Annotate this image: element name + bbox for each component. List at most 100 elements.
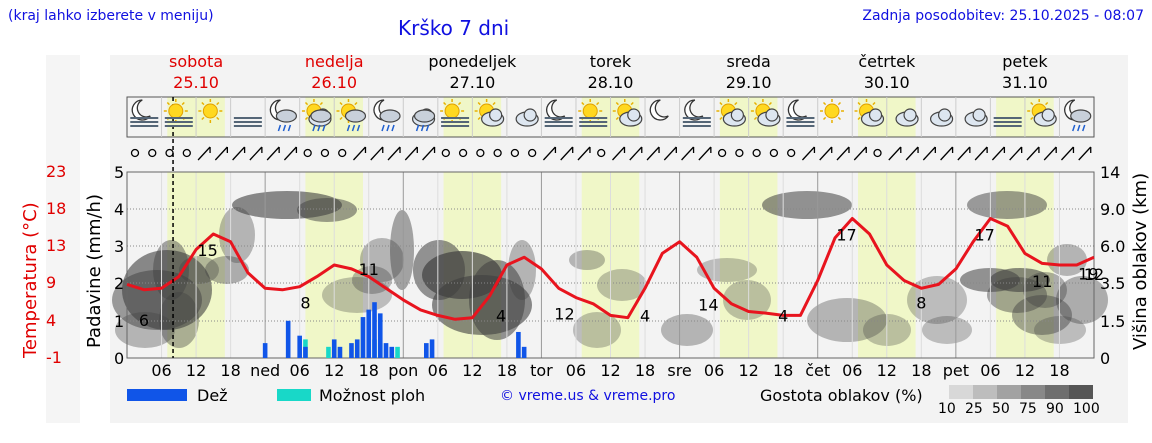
x-tick-label: 18: [911, 361, 931, 380]
temperature-value-label: 8: [916, 293, 926, 312]
cloud-tick-label: 0: [1100, 349, 1110, 368]
wind-barb-icon: [404, 146, 418, 161]
x-tick-label: 06: [151, 361, 171, 380]
wind-calm-icon: [493, 148, 502, 158]
wind-barb-icon: [1043, 146, 1057, 161]
rain-legend-label: Dež: [197, 386, 228, 405]
temperature-value-label: 4: [640, 306, 650, 325]
wind-calm-icon: [148, 148, 157, 158]
shower-bar: [326, 346, 331, 358]
shower-bar: [395, 346, 400, 358]
cloud-density-label: Gostota oblakov (%): [760, 386, 923, 405]
wind-barb-icon: [801, 146, 815, 161]
precip-tick-label: 0: [114, 349, 124, 368]
wind-barb-icon: [197, 146, 211, 161]
temperature-tick-label: 18: [46, 199, 67, 218]
precip-tick-label: 2: [114, 274, 124, 293]
sun-cloud-icon: [1027, 99, 1057, 127]
x-tick-label: 18: [1049, 361, 1069, 380]
precip-tick-label: 1: [114, 312, 124, 331]
moon-fog-icon: [544, 99, 573, 127]
wind-barb-icon: [542, 146, 556, 161]
wind-calm-icon: [182, 148, 191, 158]
rain-bar: [372, 302, 377, 358]
wind-barb-icon: [266, 146, 280, 161]
x-tick-label: 12: [462, 361, 482, 380]
wind-barb-icon: [214, 146, 228, 161]
sun-fog-icon: [578, 99, 608, 127]
day-name: sreda: [726, 52, 771, 71]
temperature-value-label: 11: [1032, 272, 1052, 291]
shower-legend-swatch: [277, 389, 311, 401]
wind-calm-icon: [320, 148, 330, 158]
rain-bar: [285, 320, 291, 358]
density-swatch: [1069, 385, 1093, 399]
temperature-value-label: 14: [698, 295, 718, 314]
wind-barb-icon: [819, 146, 833, 161]
day-date: 25.10: [173, 73, 219, 92]
x-tick-label: 18: [220, 361, 240, 380]
density-tick-label: 10: [938, 401, 956, 417]
rain-bar: [516, 331, 521, 358]
rain-bar: [424, 343, 429, 358]
x-tick-label: 18: [359, 361, 379, 380]
cloud-cover: [1047, 244, 1087, 276]
density-tick-label: 50: [992, 401, 1010, 417]
moon-fog-icon: [130, 99, 159, 127]
wind-calm-icon: [303, 148, 312, 158]
sun-fog-icon: [440, 99, 470, 127]
day-name: sobota: [168, 52, 224, 71]
wind-barb-icon: [370, 146, 384, 161]
rain-bar: [297, 335, 302, 358]
cloud-cover: [508, 240, 536, 300]
x-tick-label: 06: [428, 361, 448, 380]
day-date: 28.10: [587, 73, 634, 92]
wind-calm-icon: [165, 148, 174, 158]
wind-barb-icon: [888, 146, 902, 161]
cloud-cover: [967, 191, 1047, 219]
temperature-value-label: 11: [359, 260, 379, 279]
temperature-tick-label: -1: [46, 348, 62, 367]
wind-calm-icon: [735, 148, 744, 158]
cloud-icon: [929, 108, 954, 127]
rain-bar: [337, 346, 343, 358]
sun-cloud-icon: [612, 99, 643, 127]
day-date: 27.10: [449, 73, 496, 92]
wind-barb-icon: [853, 146, 867, 161]
wind-barb-icon: [353, 146, 366, 161]
day-date: 31.10: [1002, 73, 1048, 92]
moon-icon: [649, 99, 669, 121]
cloud-cover: [159, 292, 199, 348]
density-swatch: [973, 385, 997, 399]
cloud-cover: [1034, 316, 1086, 344]
moon-rain-icon: [373, 99, 401, 132]
x-tick-label: 12: [877, 361, 897, 380]
wind-barb-icon: [1078, 146, 1092, 161]
wind-calm-icon: [717, 148, 727, 158]
day-date: 29.10: [725, 73, 772, 92]
x-tick-label: 06: [566, 361, 586, 380]
wind-calm-icon: [338, 148, 347, 158]
density-swatch: [997, 385, 1021, 399]
cloud-cover: [1012, 295, 1072, 335]
temperature-value-label: 19: [1078, 264, 1098, 283]
x-tick-label: ned: [250, 361, 280, 380]
cloud-tick-label: 1.5: [1100, 312, 1125, 331]
temperature-value-label: 12: [1084, 265, 1104, 284]
density-swatch: [1045, 385, 1069, 399]
temperature-value-label: 15: [197, 241, 217, 260]
cloud-cover: [597, 269, 647, 301]
wind-barb-icon: [957, 146, 971, 161]
wind-calm-icon: [458, 148, 468, 158]
fog-icon: [993, 117, 1022, 127]
temperature-value-label: 6: [139, 311, 149, 330]
rain-bar: [303, 346, 308, 358]
x-tick-label: pon: [388, 361, 418, 380]
cloud-cover: [122, 250, 212, 330]
rain-bar: [383, 343, 389, 358]
wind-barb-icon: [905, 146, 919, 161]
x-tick-label: 06: [704, 361, 724, 380]
cloud-cover: [573, 312, 621, 348]
wind-barb-icon: [974, 146, 988, 161]
